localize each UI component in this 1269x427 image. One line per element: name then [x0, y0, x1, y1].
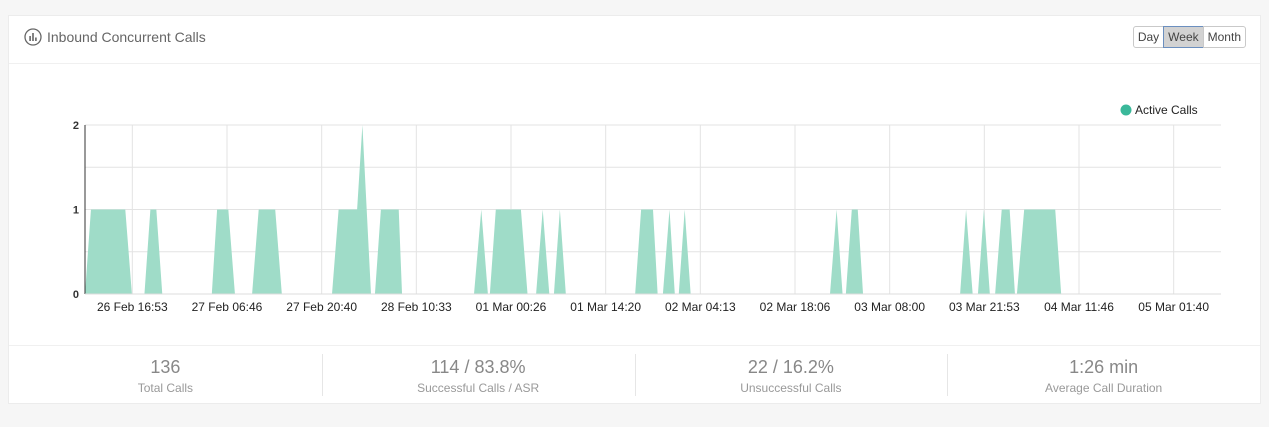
stat-value: 114 / 83.8%: [430, 357, 526, 377]
x-tick-label: 26 Feb 16:53: [97, 300, 168, 314]
stat-unsuccessful-calls: 22 / 16.2% Unsuccessful Calls: [634, 346, 948, 405]
y-tick-label: 1: [73, 205, 79, 217]
card-title: Inbound Concurrent Calls: [47, 29, 206, 45]
stat-label: Average Call Duration: [1045, 381, 1163, 395]
x-tick-label: 02 Mar 04:13: [665, 300, 736, 314]
stat-value: 1:26 min: [1069, 357, 1139, 377]
chart-area: 0 1 2 26 Feb 16:53 27 Feb 06:46 27 Feb 20:40 2…: [9, 65, 1262, 345]
stat-value: 136: [150, 357, 181, 377]
x-tick-label: 03 Mar 21:53: [949, 300, 1020, 314]
x-tick-label: 27 Feb 06:46: [192, 300, 263, 314]
x-tick-label: 01 Mar 14:20: [570, 300, 641, 314]
period-selector: Day Week Month: [1132, 26, 1246, 48]
period-week-button[interactable]: Week: [1163, 26, 1204, 48]
bar-chart-icon: [24, 28, 42, 46]
inbound-calls-card: Inbound Concurrent Calls Day Week Month …: [8, 15, 1261, 404]
legend-dot: [1120, 104, 1132, 116]
legend-label: Active Calls: [1135, 103, 1198, 117]
stat-label: Unsuccessful Calls: [740, 381, 842, 395]
x-tick-label: 05 Mar 01:40: [1138, 300, 1209, 314]
stat-average-duration: 1:26 min Average Call Duration: [947, 346, 1260, 405]
x-tick-label: 04 Mar 11:46: [1044, 300, 1114, 314]
card-header: Inbound Concurrent Calls Day Week Month: [9, 16, 1260, 64]
x-tick-label: 01 Mar 00:26: [476, 300, 547, 314]
stat-successful-calls: 114 / 83.8% Successful Calls / ASR: [321, 346, 635, 405]
concurrent-calls-chart: 0 1 2 26 Feb 16:53 27 Feb 06:46 27 Feb 20:40 2…: [73, 103, 1221, 314]
active-calls-area: [85, 125, 1062, 294]
stat-label: Total Calls: [137, 381, 194, 395]
stats-bar: 136 Total Calls 114 / 83.8% Successful C…: [9, 345, 1260, 405]
x-tick-label: 02 Mar 18:06: [760, 300, 831, 314]
period-day-button[interactable]: Day: [1132, 26, 1165, 48]
period-month-button[interactable]: Month: [1202, 26, 1246, 48]
stat-label: Successful Calls / ASR: [417, 381, 540, 395]
x-tick-label: 27 Feb 20:40: [286, 300, 357, 314]
y-tick-label: 2: [73, 120, 79, 132]
x-tick-label: 03 Mar 08:00: [854, 300, 925, 314]
title-wrap: Inbound Concurrent Calls: [24, 27, 206, 47]
y-tick-label: 0: [73, 289, 79, 301]
x-tick-label: 28 Feb 10:33: [381, 300, 452, 314]
stat-total-calls: 136 Total Calls: [9, 346, 322, 405]
stat-value: 22 / 16.2%: [747, 357, 834, 377]
